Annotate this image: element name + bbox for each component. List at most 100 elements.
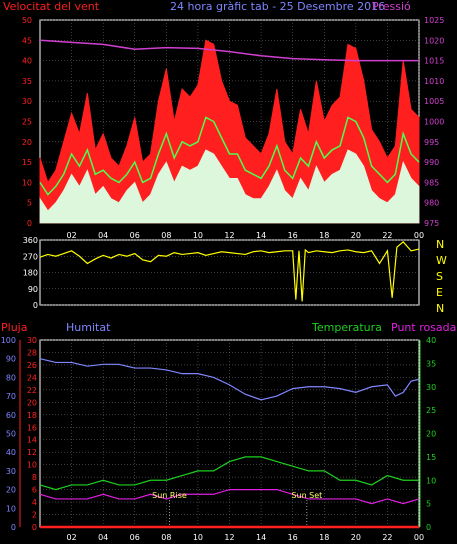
temperature-label: Temperatura — [311, 321, 382, 334]
wind-speed-area — [39, 39, 420, 224]
pressure-tick-label: 995 — [424, 138, 439, 147]
wind-time-tick-label: 00 — [414, 231, 424, 240]
temperature-tick-label: 30 — [426, 383, 436, 392]
direction-tick-label: 180 — [23, 269, 38, 278]
rain-tick-label: 12 — [27, 448, 37, 457]
humidity-tick-label: 50 — [6, 430, 16, 439]
header-title: 24 hora gràfic tab - 25 Desembre 2016 — [170, 0, 385, 13]
humidity-tick-label: 40 — [6, 448, 16, 457]
rain-tick-label: 0 — [32, 523, 37, 532]
direction-line — [39, 240, 420, 302]
pressure-line — [39, 39, 419, 62]
pressure-tick-label: 990 — [424, 158, 439, 167]
humidity-tick-label: 60 — [6, 411, 16, 420]
compass-label: W — [436, 254, 447, 267]
lower-time-tick-label: 14 — [256, 533, 266, 542]
wind-speed-tick-label: 40 — [22, 57, 32, 66]
direction-series-layer — [39, 240, 420, 302]
wind-time-tick-label: 14 — [256, 231, 266, 240]
lower-series-layer — [39, 358, 420, 529]
wind-time-tick-label: 06 — [130, 231, 140, 240]
wind-avg-line — [39, 116, 420, 196]
wind-time-tick-label: 20 — [351, 231, 361, 240]
direction-axis: 0 90 180 270 360 — [23, 236, 38, 310]
sunrise-label: Sun Rise — [152, 491, 187, 500]
lower-time-tick-label: 12 — [224, 533, 234, 542]
pressure-tick-label: 975 — [424, 219, 439, 228]
humidity-tick-label: 70 — [6, 392, 16, 401]
wind-time-tick-label: 02 — [66, 231, 76, 240]
temperature-tick-label: 25 — [426, 406, 436, 415]
wind-speed-tick-label: 35 — [22, 77, 32, 86]
rain-tick-label: 22 — [27, 386, 37, 395]
pressure-tick-label: 1015 — [424, 57, 444, 66]
wind-speed-tick-label: 10 — [22, 178, 32, 187]
humidity-tick-label: 20 — [6, 486, 16, 495]
lower-time-tick-label: 04 — [98, 533, 108, 542]
pressure-tick-label: 1010 — [424, 77, 444, 86]
temperature-tick-label: 5 — [426, 500, 431, 509]
wind-series-layer — [39, 39, 420, 224]
temperature-tick-label: 10 — [426, 476, 436, 485]
rain-tick-label: 4 — [32, 498, 37, 507]
humidity-axis: 0 10 20 30 40 50 60 70 80 90 100 — [1, 336, 21, 532]
rain-label: Pluja — [1, 321, 27, 334]
sun-events: Sun Rise Sun Set — [152, 491, 322, 527]
humidity-label: Humitat — [66, 321, 111, 334]
wind-time-axis: 02 04 06 08 10 12 14 16 18 20 22 00 — [66, 231, 424, 240]
wind-time-tick-label: 04 — [98, 231, 108, 240]
rain-tick-label: 24 — [27, 373, 37, 382]
rain-tick-label: 30 — [27, 336, 37, 345]
wind-speed-axis: 0 5 10 15 20 25 30 35 40 45 50 — [22, 16, 32, 228]
wind-speed-tick-label: 25 — [22, 118, 32, 127]
humidity-tick-label: 100 — [1, 336, 16, 345]
dew-point-label: Punt rosada — [391, 321, 456, 334]
rain-tick-label: 18 — [27, 411, 37, 420]
lower-time-tick-label: 02 — [66, 533, 76, 542]
wind-speed-tick-label: 30 — [22, 97, 32, 106]
rain-tick-label: 6 — [32, 486, 37, 495]
rain-tick-label: 10 — [27, 461, 37, 470]
rain-tick-label: 20 — [27, 398, 37, 407]
humidity-tick-label: 30 — [6, 467, 16, 476]
direction-tick-label: 90 — [28, 285, 38, 294]
lower-time-tick-label: 16 — [288, 533, 298, 542]
lower-time-tick-label: 10 — [193, 533, 203, 542]
wind-speed-tick-label: 20 — [22, 138, 32, 147]
rain-tick-label: 28 — [27, 348, 37, 357]
lower-grid — [40, 339, 420, 528]
compass-label: N — [436, 302, 444, 315]
rain-tick-label: 8 — [32, 473, 37, 482]
sunset-label: Sun Set — [291, 491, 322, 500]
wind-time-tick-label: 16 — [288, 231, 298, 240]
lower-time-tick-label: 00 — [414, 533, 424, 542]
rain-tick-label: 14 — [27, 436, 37, 445]
lower-time-axis: 02 04 06 08 10 12 14 16 18 20 22 00 — [66, 533, 424, 542]
wind-time-tick-label: 08 — [161, 231, 171, 240]
compass-label: E — [436, 286, 443, 299]
rain-tick-label: 16 — [27, 423, 37, 432]
pressure-tick-label: 985 — [424, 178, 439, 187]
lower-time-tick-label: 08 — [161, 533, 171, 542]
wind-speed-tick-label: 50 — [22, 16, 32, 25]
humidity-tick-label: 80 — [6, 373, 16, 382]
wind-time-tick-label: 18 — [319, 231, 329, 240]
humidity-tick-label: 0 — [11, 523, 16, 532]
wind-speed-tick-label: 15 — [22, 158, 32, 167]
pressure-tick-label: 980 — [424, 199, 439, 208]
wind-speed-tick-label: 5 — [27, 199, 32, 208]
wind-min-area — [39, 149, 420, 224]
temperature-axis: 0 5 10 15 20 25 30 35 40 — [419, 336, 436, 532]
temperature-tick-label: 20 — [426, 430, 436, 439]
temperature-tick-label: 0 — [426, 523, 431, 532]
lower-time-tick-label: 20 — [351, 533, 361, 542]
pressure-tick-label: 1025 — [424, 16, 444, 25]
series-line-temperatura — [39, 456, 419, 491]
wind-speed-tick-label: 0 — [27, 219, 32, 228]
lower-time-tick-label: 18 — [319, 533, 329, 542]
pressure-tick-label: 1000 — [424, 118, 444, 127]
temperature-tick-label: 35 — [426, 359, 436, 368]
